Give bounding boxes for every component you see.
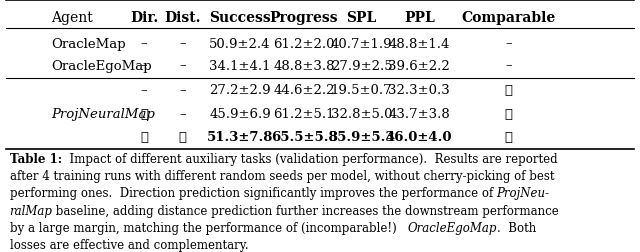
- Text: by a large margin, matching the performance of (incomparable!): by a large margin, matching the performa…: [10, 221, 408, 234]
- Text: 48.8±1.4: 48.8±1.4: [388, 37, 450, 50]
- Text: ✓: ✓: [505, 131, 513, 144]
- Text: 50.9±2.4: 50.9±2.4: [209, 37, 271, 50]
- Text: ✓: ✓: [505, 108, 513, 120]
- Text: Success: Success: [209, 11, 271, 24]
- Text: Impact of different auxiliary tasks (validation performance).  Results are repor: Impact of different auxiliary tasks (val…: [61, 152, 557, 165]
- Text: –: –: [179, 84, 186, 97]
- Text: losses are effective and complementary.: losses are effective and complementary.: [10, 238, 248, 251]
- Text: 51.3±7.8: 51.3±7.8: [207, 131, 273, 144]
- Text: 48.8±3.8: 48.8±3.8: [273, 59, 335, 72]
- Text: OracleMap: OracleMap: [51, 37, 126, 50]
- Text: ✓: ✓: [140, 131, 148, 144]
- Text: 27.2±2.9: 27.2±2.9: [209, 84, 271, 97]
- Text: 34.1±4.1: 34.1±4.1: [209, 59, 271, 72]
- Text: 61.2±2.0: 61.2±2.0: [273, 37, 335, 50]
- Text: 65.5±5.8: 65.5±5.8: [271, 131, 337, 144]
- Text: –: –: [141, 84, 147, 97]
- Text: PPL: PPL: [404, 11, 435, 24]
- Text: Comparable: Comparable: [461, 11, 556, 24]
- Text: after 4 training runs with different random seeds per model, without cherry-pick: after 4 training runs with different ran…: [10, 169, 554, 182]
- Text: ✓: ✓: [179, 131, 186, 144]
- Text: 40.7±1.9: 40.7±1.9: [331, 37, 392, 50]
- Text: Dist.: Dist.: [164, 11, 201, 24]
- Text: –: –: [179, 37, 186, 50]
- Text: 32.3±0.3: 32.3±0.3: [388, 84, 450, 97]
- Text: ProjNeuralMap: ProjNeuralMap: [51, 108, 155, 120]
- Text: Progress: Progress: [269, 11, 339, 24]
- Text: ✓: ✓: [140, 108, 148, 120]
- Text: Agent: Agent: [51, 11, 93, 24]
- Text: 19.5±0.7: 19.5±0.7: [331, 84, 392, 97]
- Text: baseline, adding distance prediction further increases the downstream performanc: baseline, adding distance prediction fur…: [52, 204, 559, 217]
- Text: –: –: [179, 108, 186, 120]
- Text: OracleEgoMap: OracleEgoMap: [51, 59, 152, 72]
- Text: 39.6±2.2: 39.6±2.2: [388, 59, 450, 72]
- Text: –: –: [141, 37, 147, 50]
- Text: .  Both: . Both: [497, 221, 536, 234]
- Text: –: –: [141, 59, 147, 72]
- Text: Table 1:: Table 1:: [10, 152, 61, 165]
- Text: ralMap: ralMap: [10, 204, 52, 217]
- Text: –: –: [506, 37, 512, 50]
- Text: –: –: [179, 59, 186, 72]
- Text: SPL: SPL: [346, 11, 377, 24]
- Text: 27.9±2.5: 27.9±2.5: [331, 59, 392, 72]
- Text: Dir.: Dir.: [130, 11, 158, 24]
- Text: 46.0±4.0: 46.0±4.0: [386, 131, 452, 144]
- Text: 44.6±2.2: 44.6±2.2: [273, 84, 335, 97]
- Text: 32.8±5.0: 32.8±5.0: [331, 108, 392, 120]
- Text: 43.7±3.8: 43.7±3.8: [388, 108, 450, 120]
- Text: OracleEgoMap: OracleEgoMap: [408, 221, 497, 234]
- Text: performing ones.  Direction prediction significantly improves the performance of: performing ones. Direction prediction si…: [10, 186, 497, 200]
- Text: 45.9±6.9: 45.9±6.9: [209, 108, 271, 120]
- Text: –: –: [506, 59, 512, 72]
- Text: ✓: ✓: [505, 84, 513, 97]
- Text: 61.2±5.1: 61.2±5.1: [273, 108, 335, 120]
- Text: ProjNeu-: ProjNeu-: [497, 186, 550, 200]
- Text: 35.9±5.3: 35.9±5.3: [328, 131, 395, 144]
